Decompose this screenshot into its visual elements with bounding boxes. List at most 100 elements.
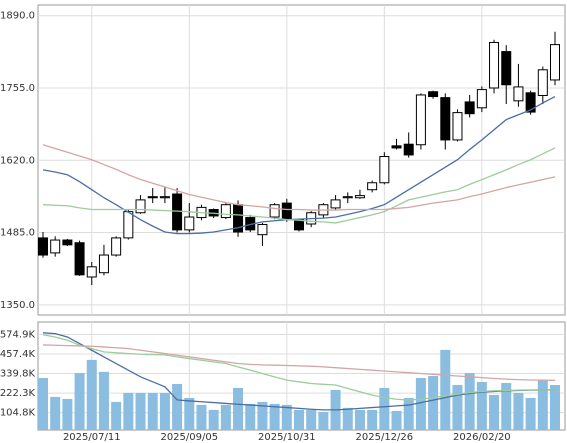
volume-bar (62, 398, 73, 430)
y-tick-label: 1485.0 (0, 228, 35, 239)
candle-body (403, 143, 414, 156)
candle-body (489, 41, 500, 89)
y-tick-label: 1755.0 (0, 83, 35, 94)
y-tick-label: 457.4K (0, 349, 35, 360)
candle-body (330, 199, 341, 209)
volume-bar (38, 377, 48, 430)
candle-body (269, 204, 280, 218)
x-tick-label: 2025/10/31 (258, 432, 316, 443)
candle-body (50, 239, 61, 254)
volume-bar (464, 373, 475, 430)
y-tick-label: 1620.0 (0, 155, 35, 166)
volume-bar (135, 392, 146, 430)
moving-average (42, 332, 555, 411)
x-tick-label: 2026/02/20 (453, 432, 511, 443)
volume-bar (306, 409, 317, 430)
moving-average (42, 334, 555, 401)
candle-body (550, 44, 560, 81)
candle-body (294, 219, 304, 231)
candle-body (415, 94, 426, 146)
volume-bar (452, 384, 463, 430)
candle-body (147, 196, 158, 199)
volume-bar (342, 407, 353, 430)
volume-bar (208, 409, 219, 430)
volume-bar (403, 397, 414, 430)
y-tick-label: 339.8K (0, 369, 35, 380)
volume-bar (111, 401, 122, 430)
candle-body (111, 237, 122, 256)
moving-average (42, 95, 556, 235)
y-tick-label: 574.9K (0, 329, 35, 340)
candle-body (257, 224, 268, 236)
x-tick-label: 2025/12/26 (356, 432, 414, 443)
volume-bar (525, 397, 536, 430)
candle-body (123, 211, 134, 239)
volume-bar (196, 404, 207, 430)
candle-body (513, 86, 524, 102)
volume-bar (245, 403, 256, 430)
candle-body (135, 199, 146, 214)
candle-body (159, 196, 170, 199)
y-tick-label: 1350.0 (0, 300, 35, 311)
y-tick-label: 222.3K (0, 388, 35, 399)
volume-bar (184, 397, 195, 430)
x-tick-label: 2025/07/11 (63, 432, 121, 443)
volume-bar (513, 392, 524, 430)
x-tick-label: 2025/09/05 (160, 432, 218, 443)
candle-body (172, 193, 183, 231)
volume-bar (428, 376, 439, 430)
moving-average (42, 344, 556, 381)
candle-body (281, 202, 292, 221)
volume-bar (489, 394, 500, 430)
volume-bar (233, 387, 244, 430)
candle-body (342, 196, 353, 199)
candle-body (38, 237, 48, 256)
volume-bar (257, 401, 268, 430)
volume-bar (281, 404, 292, 430)
volume-bar (476, 381, 487, 430)
volume-bar (269, 403, 280, 430)
volume-bar (318, 411, 329, 430)
candle-body (220, 204, 231, 219)
volume-bar (415, 377, 426, 430)
volume-bar (354, 409, 365, 430)
volume-bar (379, 387, 390, 430)
candle-body (537, 69, 548, 96)
candle-body (86, 266, 97, 278)
candle-body (452, 112, 463, 141)
candle-body (391, 145, 402, 149)
candle-body (74, 242, 85, 276)
volume-bar (159, 392, 170, 430)
volume-bar (123, 392, 134, 430)
moving-average (42, 147, 556, 224)
candle-body (98, 254, 109, 274)
candle-body (525, 92, 536, 113)
candle-body (379, 156, 390, 184)
volume-bar (537, 379, 548, 430)
candle-body (440, 97, 451, 141)
volume-bar (440, 349, 451, 430)
volume-bar (220, 404, 231, 430)
candle-body (428, 91, 439, 98)
candle-body (62, 239, 73, 246)
volume-bar (172, 383, 183, 430)
volume-bar (147, 392, 158, 430)
y-tick-label: 1890.0 (0, 11, 35, 22)
moving-average (42, 144, 556, 211)
volume-bar (550, 384, 560, 430)
candle-body (184, 216, 195, 231)
volume-bar (294, 409, 304, 430)
candle-body (354, 195, 365, 199)
candle-body (476, 89, 487, 109)
volume-bar (74, 373, 85, 430)
volume-bar (98, 371, 109, 430)
candle-body (367, 182, 378, 191)
candle-body (464, 101, 475, 115)
volume-bar (50, 396, 61, 430)
volume-bar (501, 382, 512, 430)
candle-body (501, 51, 512, 86)
volume-bar (367, 409, 378, 430)
volume-bar (391, 410, 402, 430)
y-tick-label: 104.8K (0, 408, 35, 419)
